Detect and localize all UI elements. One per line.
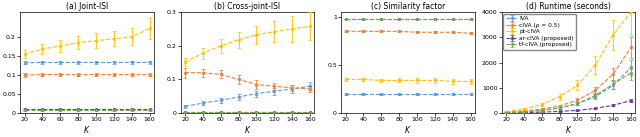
Title: (b) Cross-joint-ISI: (b) Cross-joint-ISI [214,2,280,11]
X-axis label: $K$: $K$ [244,124,252,135]
X-axis label: $K$: $K$ [564,124,572,135]
Title: (a) Joint-ISI: (a) Joint-ISI [66,2,108,11]
X-axis label: $K$: $K$ [404,124,412,135]
X-axis label: $K$: $K$ [83,124,91,135]
Title: (d) Runtime (seconds): (d) Runtime (seconds) [526,2,611,11]
Title: (c) Similarity factor: (c) Similarity factor [371,2,445,11]
Legend: IVA, cIVA (ρ = 0.5), pt-cIVA, ar-cIVA (proposed), tf-cIVA (proposed): IVA, cIVA (ρ = 0.5), pt-cIVA, ar-cIVA (p… [503,14,576,50]
